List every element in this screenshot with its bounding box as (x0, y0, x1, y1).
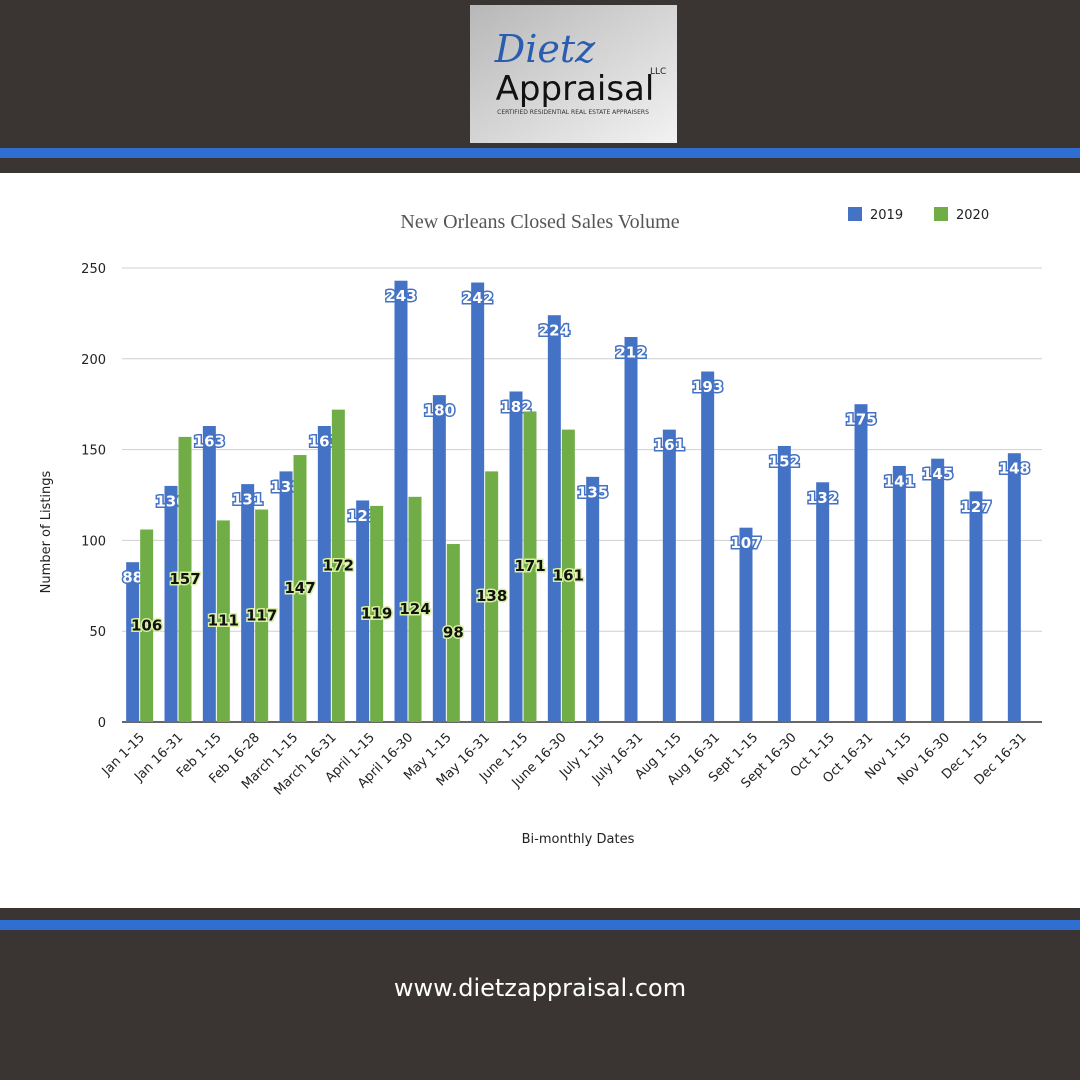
bar (331, 409, 345, 722)
logo-tagline: CERTIFIED RESIDENTIAL REAL ESTATE APPRAI… (497, 109, 649, 116)
data-label: 180 (424, 402, 455, 420)
data-label: 124 (399, 600, 430, 618)
bar (777, 445, 791, 722)
bar (624, 337, 638, 722)
y-tick-label: 0 (98, 716, 106, 731)
logo-script: Dietz (494, 27, 596, 71)
data-label: 161 (553, 566, 584, 584)
bar (471, 282, 485, 722)
legend-swatch (848, 207, 862, 221)
bar (408, 496, 422, 722)
bar (356, 500, 370, 722)
legend-label: 2019 (870, 208, 903, 223)
data-label: 175 (845, 411, 876, 429)
data-label: 172 (323, 556, 354, 574)
bar (432, 395, 446, 722)
data-label: 117 (246, 606, 277, 624)
bar (816, 482, 830, 722)
bar (969, 491, 983, 722)
bar (892, 465, 906, 722)
data-label: 135 (577, 483, 608, 501)
data-label: 131 (232, 491, 263, 509)
footer-url: www.dietzappraisal.com (394, 974, 686, 1002)
bar (394, 280, 408, 722)
y-axis-title: Number of Listings (39, 470, 54, 593)
bar (279, 471, 293, 722)
data-label: 98 (443, 624, 464, 642)
y-tick-label: 200 (81, 353, 106, 368)
legend-label: 2020 (956, 208, 989, 223)
bar (561, 429, 575, 722)
data-label: 224 (539, 322, 570, 340)
data-label: 163 (194, 432, 225, 450)
y-tick-label: 50 (89, 625, 106, 640)
bar (701, 371, 715, 722)
data-label: 111 (208, 612, 239, 630)
bar (662, 429, 676, 722)
bar (485, 471, 499, 722)
data-label: 147 (284, 579, 315, 597)
logo-name: Appraisal (496, 69, 655, 109)
bar (178, 436, 192, 722)
bar (446, 544, 460, 722)
data-label: 145 (922, 465, 953, 483)
bar (739, 527, 753, 722)
data-label: 106 (131, 616, 162, 634)
data-label: 152 (769, 452, 800, 470)
data-label: 132 (807, 489, 838, 507)
bar (509, 391, 523, 722)
data-label: 88 (122, 569, 143, 587)
bar (216, 520, 230, 722)
bar (931, 458, 945, 722)
data-label: 212 (615, 344, 646, 362)
bar (370, 505, 384, 722)
y-tick-label: 100 (81, 534, 106, 549)
bar (317, 425, 331, 722)
chart-title: New Orleans Closed Sales Volume (400, 211, 679, 233)
data-label: 119 (361, 604, 392, 622)
data-label: 171 (514, 557, 545, 575)
bar (547, 315, 561, 722)
bar (126, 562, 140, 722)
logo-suffix: LLC (650, 67, 666, 77)
bar (854, 404, 868, 722)
data-label: 141 (884, 472, 915, 490)
data-label: 148 (999, 460, 1030, 478)
bar (586, 476, 600, 722)
bar (202, 425, 216, 722)
bar (255, 509, 269, 722)
stripe (0, 148, 1080, 158)
data-label: 157 (169, 570, 200, 588)
y-tick-label: 150 (81, 444, 106, 459)
data-label: 193 (692, 378, 723, 396)
logo-photo (470, 5, 677, 143)
bar (293, 455, 307, 722)
y-tick-label: 250 (81, 262, 106, 277)
x-axis-title: Bi-monthly Dates (522, 832, 635, 847)
data-label: 243 (385, 287, 416, 305)
bar (523, 411, 537, 722)
data-label: 127 (960, 498, 991, 516)
bar (1007, 453, 1021, 722)
bar (140, 529, 154, 722)
data-label: 107 (730, 534, 761, 552)
bar (241, 484, 255, 722)
bar (164, 485, 178, 722)
data-label: 161 (654, 436, 685, 454)
data-label: 138 (476, 587, 507, 605)
legend-swatch (934, 207, 948, 221)
data-label: 242 (462, 289, 493, 307)
stripe (0, 920, 1080, 930)
